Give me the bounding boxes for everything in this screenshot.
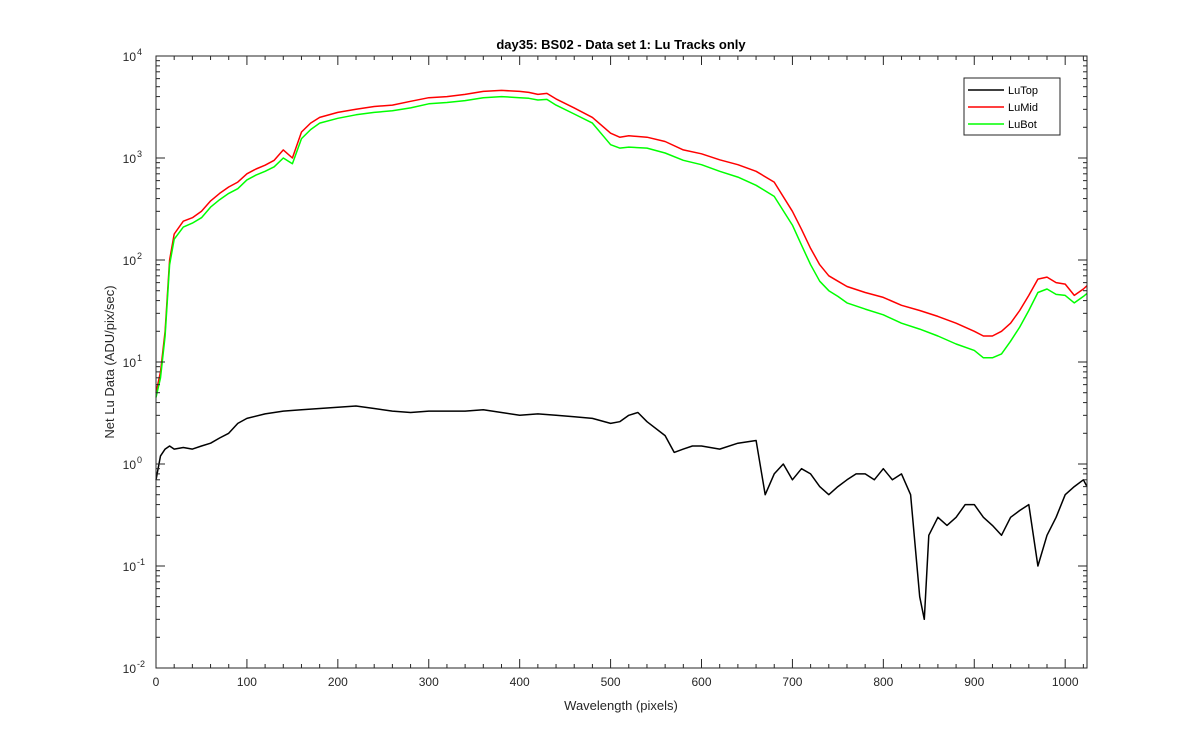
x-tick-label: 700 [782,675,802,689]
y-tick-label: 10 [123,662,137,676]
x-tick-label: 500 [601,675,621,689]
y-tick-base: 10 [123,254,137,268]
plot-area [156,56,1087,668]
y-tick-label: 10 [123,152,137,166]
chart-title: day35: BS02 - Data set 1: Lu Tracks only [496,37,746,52]
x-axis-label: Wavelength (pixels) [564,698,678,713]
x-tick-label: 400 [510,675,530,689]
x-tick-label: 600 [691,675,711,689]
y-tick-exponent: -2 [137,659,145,669]
y-tick-base: 10 [123,662,137,676]
series-line-lumid [155,89,1088,393]
y-tick-base: 10 [123,560,137,574]
y-tick-base: 10 [123,50,137,64]
legend: LuTop LuMid LuBot [963,77,1061,136]
x-tick-label: 900 [964,675,984,689]
x-tick-label: 0 [153,675,160,689]
y-tick-base: 10 [123,356,137,370]
y-tick-label: 10 [123,560,137,574]
x-tick-label: 300 [419,675,439,689]
y-tick-exponent: 1 [137,353,142,363]
legend-label-lutop: LuTop [1008,85,1038,97]
series-layer [155,89,1088,621]
series-line-lutop [155,405,1088,621]
y-tick-exponent: 3 [137,149,142,159]
legend-label-lumid: LuMid [1008,102,1038,114]
y-axis-label: Net Lu Data (ADU/pix/sec) [102,285,117,438]
x-tick-label: 100 [237,675,257,689]
y-tick-exponent: 0 [137,455,142,465]
y-tick-label: 10 [123,356,137,370]
x-axis: 0 100 200 300 400 500 600 700 800 900 1000 [153,56,1084,689]
y-tick-label: 10 [123,458,137,472]
y-tick-label: 10 [123,50,137,64]
y-tick-base: 10 [123,152,137,166]
y-tick-exponent: -1 [137,557,145,567]
legend-label-lubot: LuBot [1008,119,1037,131]
x-tick-label: 200 [328,675,348,689]
y-tick-exponent: 2 [137,251,142,261]
x-tick-label: 1000 [1052,675,1079,689]
y-tick-label: 10 [123,254,137,268]
x-tick-label: 800 [873,675,893,689]
series-line-lubot [155,95,1088,398]
y-tick-base: 10 [123,458,137,472]
y-tick-exponent: 4 [137,47,142,57]
